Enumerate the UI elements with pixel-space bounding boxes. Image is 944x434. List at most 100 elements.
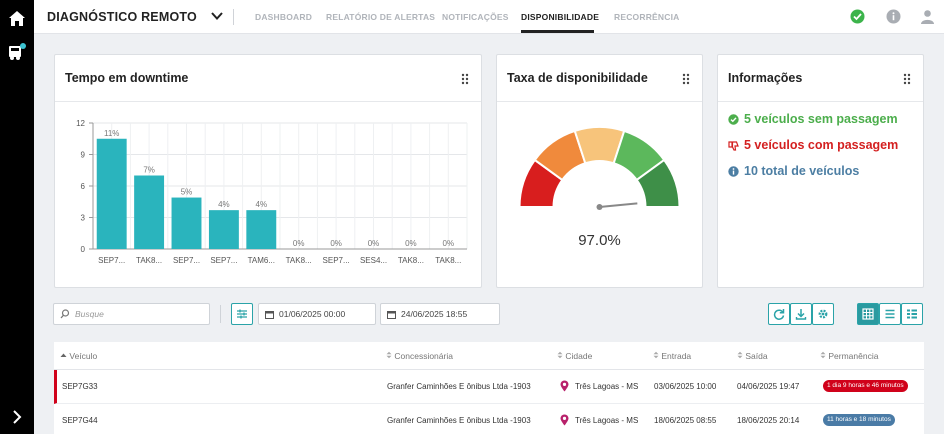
cell-city: Três Lagoas - MS [575, 416, 639, 425]
x-tick-label: SEP7... [173, 256, 200, 265]
search-input[interactable]: Busque [53, 303, 210, 325]
download-icon [795, 309, 807, 320]
info-without-passage: 5 veículos sem passagem [728, 112, 898, 126]
sort-icon [820, 351, 826, 359]
expand-sidebar-icon[interactable] [7, 407, 27, 427]
drag-handle-icon[interactable] [682, 72, 690, 85]
status-ok-icon[interactable] [850, 9, 865, 24]
x-tick-label: TAM6... [248, 256, 275, 265]
truck-icon[interactable] [7, 42, 27, 62]
top-bar: DIAGNÓSTICO REMOTO DASHBOARD RELATÓRIO D… [34, 0, 944, 34]
search-icon [60, 309, 70, 319]
info-icon[interactable] [886, 9, 901, 24]
table-header: Veículo Concessionária Cidade Entrada Sa… [54, 342, 924, 370]
info-title: Informações [728, 71, 803, 85]
sort-icon [653, 351, 659, 359]
availability-value: 97.0% [578, 232, 621, 249]
cell-dealer: Granfer Caminhões E ônibus Ltda -1903 [387, 416, 531, 425]
cell-city: Três Lagoas - MS [575, 382, 639, 391]
info-line-text: 5 veículos com passagem [744, 138, 899, 152]
divider [233, 9, 234, 25]
tab-notificacoes[interactable]: NOTIFICAÇÕES [442, 12, 509, 22]
column-entry[interactable]: Entrada [653, 351, 691, 361]
y-tick-label: 0 [81, 245, 86, 254]
location-pin-icon [560, 414, 569, 426]
cell-exit: 18/06/2025 20:14 [737, 416, 800, 425]
gear-icon [818, 309, 828, 319]
view-table-button[interactable] [857, 303, 879, 325]
column-stay[interactable]: Permanência [820, 351, 878, 361]
bar[interactable] [134, 175, 165, 250]
date-start-input[interactable]: 01/06/2025 00:00 [258, 303, 376, 325]
bar-data-label: 0% [330, 239, 342, 248]
column-dealer[interactable]: Concessionária [386, 351, 453, 361]
view-list-button[interactable] [879, 303, 901, 325]
user-icon[interactable] [920, 9, 935, 24]
bar-data-label: 0% [293, 239, 305, 248]
x-tick-label: TAK8... [136, 256, 162, 265]
date-start-value: 01/06/2025 00:00 [279, 309, 346, 319]
table-row[interactable]: SEP7G33 Granfer Caminhões E ônibus Ltda … [54, 370, 924, 404]
sidebar [0, 0, 34, 434]
cell-vehicle: SEP7G44 [62, 416, 98, 425]
y-tick-label: 12 [76, 119, 85, 128]
search-placeholder: Busque [75, 309, 104, 319]
x-tick-label: TAK8... [398, 256, 424, 265]
tab-recorrencia[interactable]: RECORRÊNCIA [614, 12, 680, 22]
x-tick-label: TAK8... [435, 256, 461, 265]
settings-button[interactable] [812, 303, 834, 325]
column-filter-button[interactable] [231, 303, 253, 325]
column-vehicle[interactable]: Veículo [60, 351, 97, 361]
column-exit[interactable]: Saída [737, 351, 768, 361]
bar-data-label: 0% [368, 239, 380, 248]
availability-title: Taxa de disponibilidade [507, 71, 648, 85]
bar-data-label: 7% [143, 166, 155, 175]
info-card: Informações 5 veículos sem passagem 5 ve… [717, 54, 924, 288]
y-tick-label: 9 [81, 151, 86, 160]
calendar-icon [265, 310, 274, 319]
table-row[interactable]: SEP7G44 Granfer Caminhões E ônibus Ltda … [54, 404, 924, 434]
date-end-input[interactable]: 24/06/2025 18:55 [380, 303, 500, 325]
date-end-value: 24/06/2025 18:55 [401, 309, 468, 319]
x-tick-label: SES4... [360, 256, 387, 265]
downtime-bar-chart: 12 9 6 3 0 11% SEP7... 7% TAK8... 5% SEP7... 4% SEP7… [76, 119, 468, 265]
column-city[interactable]: Cidade [557, 351, 592, 361]
bar-data-label: 0% [405, 239, 417, 248]
info-with-passage: 5 veículos com passagem [728, 138, 898, 152]
sort-icon [737, 351, 743, 359]
tab-relatorio-alertas[interactable]: RELATÓRIO DE ALERTAS [326, 12, 436, 22]
bar-data-label: 5% [181, 188, 193, 197]
view-compact-button[interactable] [901, 303, 923, 325]
active-tab-indicator [521, 30, 594, 33]
filter-grid-icon [237, 309, 247, 319]
downtime-title: Tempo em downtime [65, 71, 189, 85]
downtime-card: Tempo em downtime 12 9 6 3 0 11% SEP7... 7% TAK8… [54, 54, 482, 288]
bar[interactable] [208, 210, 239, 249]
drag-handle-icon[interactable] [461, 72, 469, 85]
bar-data-label: 4% [256, 200, 268, 209]
chevron-down-icon[interactable] [210, 9, 224, 28]
drag-handle-icon[interactable] [903, 72, 911, 85]
cell-entry: 18/06/2025 08:55 [654, 416, 717, 425]
vehicles-table: Veículo Concessionária Cidade Entrada Sa… [54, 342, 924, 434]
cell-exit: 04/06/2025 19:47 [737, 382, 800, 391]
list-view-icon [885, 309, 895, 319]
tab-dashboard[interactable]: DASHBOARD [255, 12, 313, 22]
download-button[interactable] [790, 303, 812, 325]
bar[interactable] [96, 138, 127, 249]
gauge-segment [635, 158, 681, 208]
bar-data-label: 11% [104, 129, 119, 138]
x-tick-label: SEP7... [323, 256, 350, 265]
y-tick-label: 3 [81, 214, 86, 223]
gauge-needle [599, 202, 638, 208]
tab-disponibilidade[interactable]: DISPONIBILIDADE [521, 12, 600, 22]
bar[interactable] [171, 197, 202, 249]
check-circle-icon [728, 113, 739, 125]
location-pin-icon [560, 380, 569, 392]
home-icon[interactable] [7, 8, 27, 28]
availability-gauge [518, 126, 681, 210]
refresh-button[interactable] [768, 303, 790, 325]
bar[interactable] [246, 210, 277, 249]
info-line-text: 5 veículos sem passagem [744, 112, 898, 126]
thumbs-down-icon [728, 140, 739, 151]
